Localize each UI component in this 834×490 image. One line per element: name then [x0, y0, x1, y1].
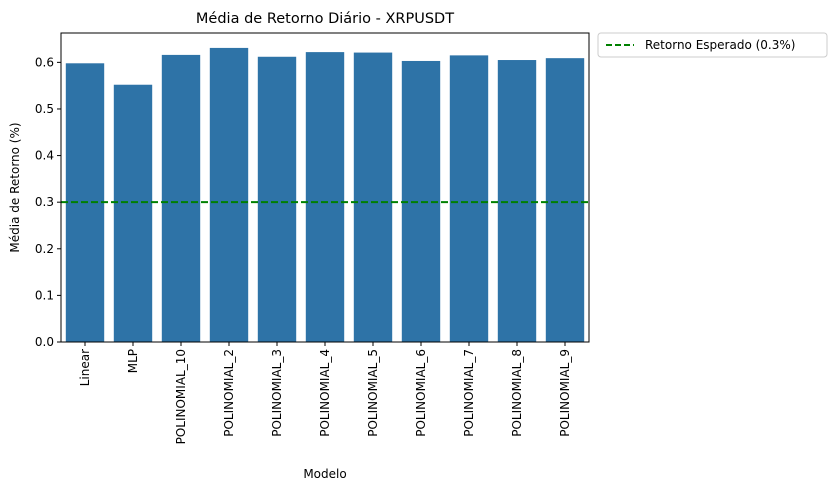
x-axis-label: Modelo: [303, 467, 346, 481]
y-tick-label: 0.4: [35, 149, 54, 163]
bar-polinomial_8: [497, 60, 537, 342]
legend-frame: [597, 32, 828, 58]
y-tick-label: 0.2: [35, 242, 54, 256]
x-tick-label: MLP: [126, 349, 140, 373]
y-tick-label: 0.0: [35, 335, 54, 349]
bar-mlp: [113, 84, 153, 342]
x-tick-label: POLINOMIAL_10: [174, 349, 188, 444]
x-tick-label: POLINOMIAL_2: [222, 349, 236, 437]
legend: Retorno Esperado (0.3%): [597, 32, 828, 58]
bar-polinomial_9: [545, 58, 585, 342]
plot-frame: [60, 32, 590, 343]
bar-polinomial_2: [209, 47, 249, 342]
y-tick-label: 0.6: [35, 55, 54, 69]
y-axis-label: Média de Retorno (%): [8, 122, 22, 252]
x-tick-label: POLINOMIAL_6: [414, 349, 428, 437]
x-tick-label: POLINOMIAL_9: [558, 349, 572, 437]
y-tick-label: 0.5: [35, 102, 54, 116]
y-tick-label: 0.3: [35, 195, 54, 209]
x-tick-label: Linear: [78, 349, 92, 386]
bar-polinomial_7: [449, 55, 489, 343]
bar-polinomial_3: [257, 56, 297, 343]
y-tick-label: 0.1: [35, 288, 54, 302]
bar-polinomial_4: [305, 52, 345, 343]
bar-polinomial_5: [353, 52, 393, 343]
plot-area: Linear MLP POLINOMIAL_10 POLINOMIAL_2 POLINO…: [35, 47, 589, 444]
x-tick-label: POLINOMIAL_8: [510, 349, 524, 437]
x-tick-label: POLINOMIAL_7: [462, 349, 476, 437]
x-tick-label: POLINOMIAL_4: [318, 349, 332, 437]
bar-polinomial_10: [161, 54, 201, 343]
x-tick-label: POLINOMIAL_3: [270, 349, 284, 437]
chart-title: Média de Retorno Diário - XRPUSDT: [196, 11, 454, 27]
legend-entry: Retorno Esperado (0.3%): [645, 38, 795, 52]
x-tick-label: POLINOMIAL_5: [366, 349, 380, 437]
